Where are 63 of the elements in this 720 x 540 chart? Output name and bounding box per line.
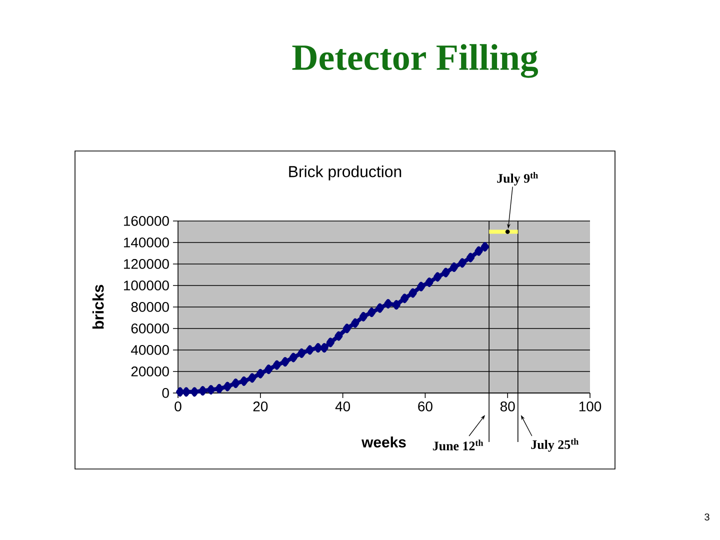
point bbox=[281, 357, 290, 367]
y-tick-label: 120000 bbox=[124, 259, 169, 269]
point bbox=[223, 382, 232, 392]
ref-line-label: July 25$^{th}$ bbox=[531, 438, 579, 452]
point bbox=[190, 387, 199, 397]
y-tick-label: 0 bbox=[162, 388, 169, 398]
point bbox=[206, 385, 215, 394]
x-tick-label: 60 bbox=[418, 401, 432, 412]
point bbox=[342, 324, 351, 334]
point bbox=[215, 384, 224, 394]
point bbox=[384, 299, 392, 308]
annotation: July 9$^{th}$ bbox=[497, 172, 538, 186]
x-tick-label: 0 bbox=[174, 401, 182, 412]
x-tick-label: 100 bbox=[579, 401, 602, 412]
point bbox=[272, 360, 281, 370]
point bbox=[298, 348, 306, 358]
point bbox=[505, 230, 510, 234]
chart-title: Detector Filling bbox=[292, 44, 538, 78]
y-tick-label: 160000 bbox=[124, 216, 169, 226]
text: 3 bbox=[704, 513, 710, 521]
point bbox=[466, 252, 475, 262]
point bbox=[232, 378, 240, 388]
point bbox=[182, 387, 190, 397]
point bbox=[434, 272, 442, 282]
y-tick-label: 40000 bbox=[131, 345, 169, 355]
point bbox=[256, 368, 264, 378]
point bbox=[368, 308, 376, 318]
point bbox=[320, 343, 328, 353]
ref-line-label: June 12$^{th}$ bbox=[432, 440, 484, 450]
x-tick-label: 80 bbox=[500, 401, 515, 412]
y-tick-label: 140000 bbox=[124, 238, 169, 248]
point bbox=[408, 288, 417, 298]
x-axis-title: weeks bbox=[362, 436, 406, 448]
x-tick-label: 20 bbox=[253, 401, 268, 412]
point bbox=[334, 331, 343, 341]
point bbox=[351, 318, 360, 328]
y-tick-label: 100000 bbox=[124, 280, 169, 290]
y-tick-label: 60000 bbox=[131, 324, 169, 334]
point bbox=[442, 268, 450, 278]
point bbox=[392, 300, 400, 310]
point bbox=[474, 246, 483, 256]
point bbox=[176, 387, 184, 397]
point bbox=[425, 278, 434, 287]
point bbox=[264, 364, 273, 374]
point bbox=[289, 352, 298, 362]
point bbox=[248, 373, 256, 383]
point bbox=[240, 376, 248, 386]
point bbox=[480, 242, 489, 252]
point bbox=[458, 258, 466, 268]
point bbox=[376, 303, 384, 313]
x-tick-label: 40 bbox=[335, 401, 350, 412]
y-tick-label: 80000 bbox=[131, 302, 169, 312]
point bbox=[359, 312, 368, 322]
chart-subtitle: Brick production bbox=[289, 166, 402, 180]
point bbox=[417, 282, 426, 292]
point bbox=[198, 386, 207, 396]
y-tick-label: 20000 bbox=[131, 366, 169, 376]
point bbox=[326, 338, 334, 348]
point bbox=[306, 345, 314, 355]
y-axis-title: bricks bbox=[92, 284, 104, 329]
point bbox=[400, 294, 409, 304]
point bbox=[450, 262, 458, 272]
point bbox=[314, 343, 322, 353]
